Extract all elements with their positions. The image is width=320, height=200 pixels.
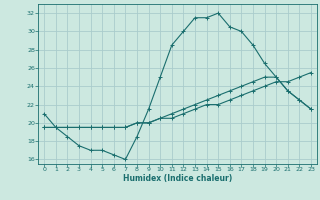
X-axis label: Humidex (Indice chaleur): Humidex (Indice chaleur) (123, 174, 232, 183)
